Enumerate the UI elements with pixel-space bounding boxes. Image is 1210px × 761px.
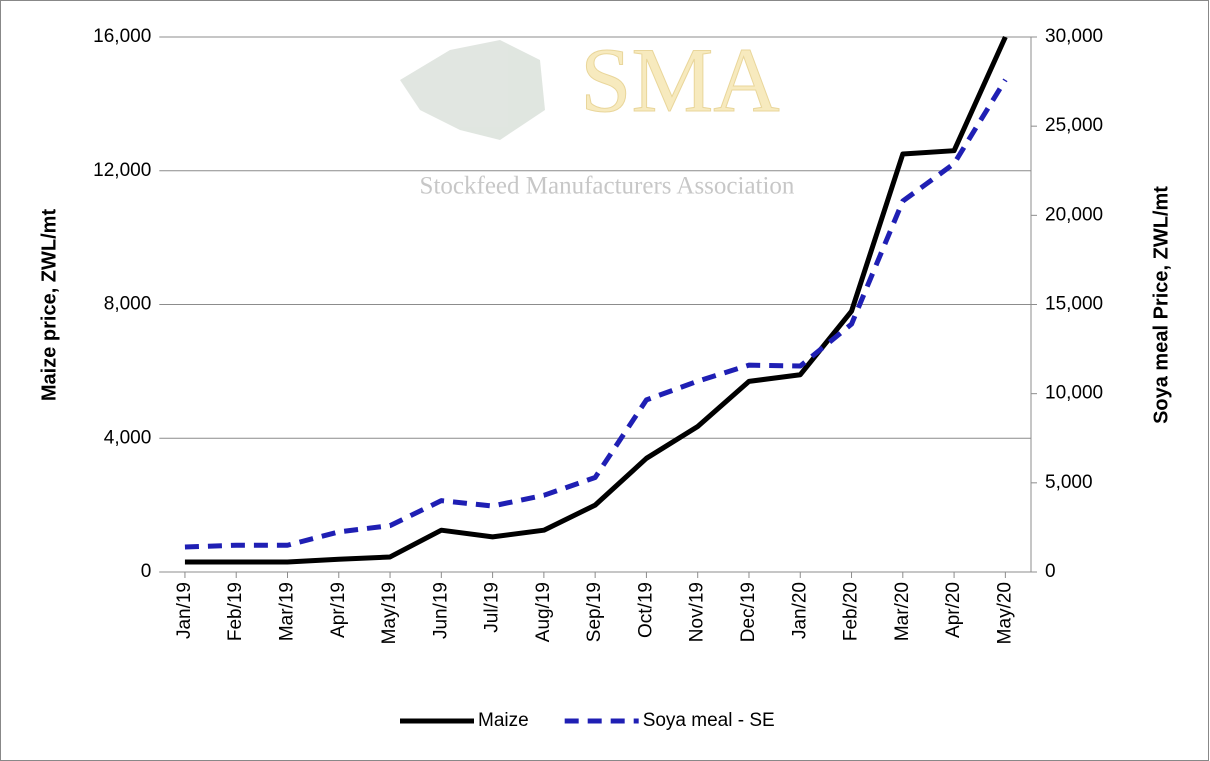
y2-tick-label: 25,000 bbox=[1045, 115, 1103, 136]
x-tick-label: Apr/20 bbox=[943, 582, 964, 638]
y2-tick-label: 10,000 bbox=[1045, 383, 1103, 404]
x-tick-label: Jan/19 bbox=[174, 582, 195, 639]
x-tick-label: Mar/19 bbox=[277, 582, 298, 641]
y2-axis-title: Soya meal Price, ZWL/mt bbox=[1150, 186, 1172, 424]
y-tick-label: 16,000 bbox=[93, 26, 151, 47]
y-tick-label: 4,000 bbox=[104, 427, 152, 448]
y2-tick-label: 30,000 bbox=[1045, 26, 1103, 47]
legend-label: Maize bbox=[478, 710, 529, 731]
x-tick-label: Apr/19 bbox=[328, 582, 349, 638]
y2-tick-label: 0 bbox=[1045, 561, 1056, 582]
y2-tick-label: 5,000 bbox=[1045, 472, 1093, 493]
x-tick-label: Jul/19 bbox=[482, 582, 503, 633]
y-tick-label: 8,000 bbox=[104, 294, 152, 315]
x-tick-label: Sep/19 bbox=[584, 582, 605, 642]
x-tick-label: Feb/19 bbox=[225, 582, 246, 641]
watermark: SMA Stockfeed Manufacturers Association bbox=[400, 29, 795, 200]
logo-tagline: Stockfeed Manufacturers Association bbox=[420, 173, 795, 200]
x-tick-label: Aug/19 bbox=[533, 582, 554, 642]
x-tick-label: Oct/19 bbox=[635, 582, 656, 638]
y-tick-label: 0 bbox=[141, 561, 152, 582]
x-tick-label: Mar/20 bbox=[892, 582, 913, 641]
y2-tick-label: 20,000 bbox=[1045, 204, 1103, 225]
x-tick-label: Dec/19 bbox=[738, 582, 759, 642]
x-tick-label: Jan/20 bbox=[789, 582, 810, 639]
x-tick-label: May/19 bbox=[379, 582, 400, 644]
x-tick-label: Feb/20 bbox=[841, 582, 862, 641]
chart: SMA Stockfeed Manufacturers Association … bbox=[0, 0, 1210, 761]
y-axis-title: Maize price, ZWL/mt bbox=[38, 209, 60, 402]
x-tick-label: Nov/19 bbox=[687, 582, 708, 642]
y2-tick-label: 15,000 bbox=[1045, 294, 1103, 315]
legend-label: Soya meal - SE bbox=[643, 710, 775, 731]
x-tick-label: Jun/19 bbox=[430, 582, 451, 639]
x-tick-label: May/20 bbox=[994, 582, 1015, 644]
y-tick-label: 12,000 bbox=[93, 160, 151, 181]
logo-text: SMA bbox=[580, 29, 779, 131]
